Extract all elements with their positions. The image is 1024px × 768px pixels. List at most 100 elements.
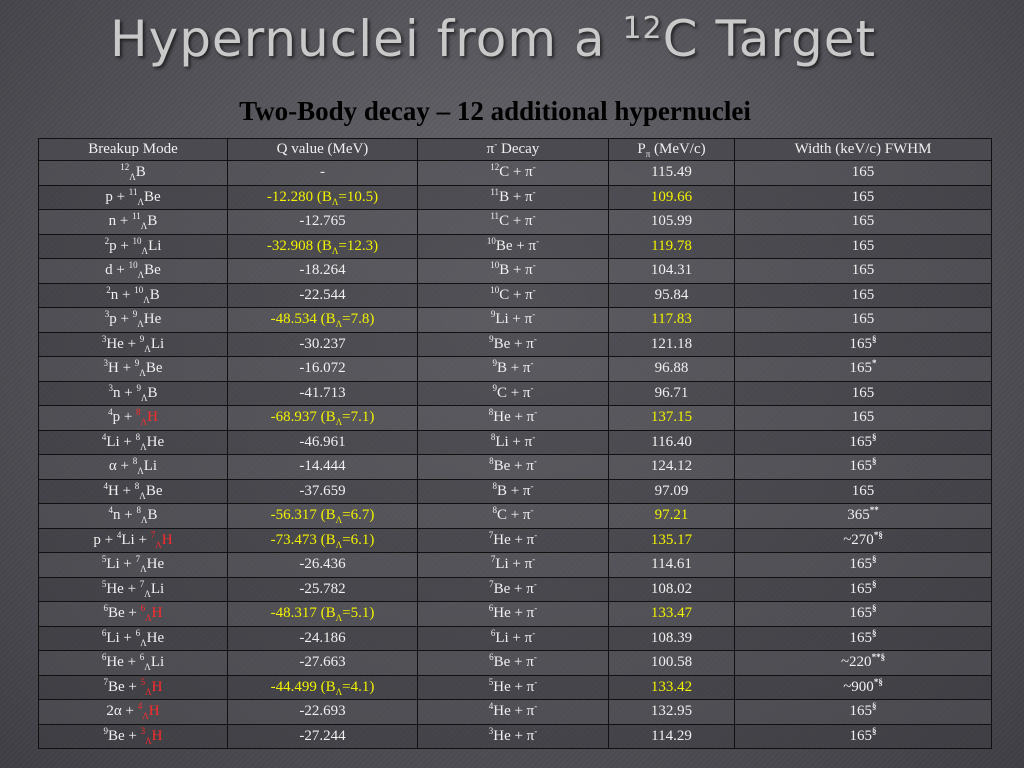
table-header-row: Breakup Mode Q value (MeV) π- Decay Pπ (… xyxy=(38,138,992,161)
cell-breakup-mode: d + 10ΛBe xyxy=(38,258,228,284)
cell-momentum: 114.29 xyxy=(608,723,735,749)
cell-momentum: 104.31 xyxy=(608,258,735,284)
title-superscript: 12 xyxy=(622,11,663,46)
cell-momentum: 108.39 xyxy=(608,625,735,651)
cell-momentum: 121.18 xyxy=(608,331,735,357)
cell-pi-decay: 8C + π- xyxy=(417,503,609,529)
cell-width: 165§ xyxy=(734,429,992,455)
cell-momentum: 105.99 xyxy=(608,209,735,235)
table-row: d + 10ΛBe -18.264 10B + π- 104.31 165 xyxy=(38,258,992,284)
cell-q-value: -30.237 xyxy=(227,331,418,357)
cell-pi-decay: 12C + π- xyxy=(417,160,609,186)
table-row: 3He + 9ΛLi -30.237 9Be + π- 121.18 165§ xyxy=(38,331,992,357)
cell-width: 165 xyxy=(734,184,992,210)
cell-q-value: -22.693 xyxy=(227,699,418,725)
cell-pi-decay: 7Be + π- xyxy=(417,576,609,602)
cell-breakup-mode: 3He + 9ΛLi xyxy=(38,331,228,357)
cell-width: 165 xyxy=(734,380,992,406)
cell-width: ~270*§ xyxy=(734,527,992,553)
table-row: 3H + 9ΛBe -16.072 9B + π- 96.88 165* xyxy=(38,356,992,382)
cell-momentum: 137.15 xyxy=(608,405,735,431)
cell-q-value: -48.317 (BΛ=5.1) xyxy=(227,601,418,627)
cell-breakup-mode: α + 8ΛLi xyxy=(38,454,228,480)
cell-momentum: 97.09 xyxy=(608,478,735,504)
cell-q-value: -12.280 (BΛ=10.5) xyxy=(227,184,418,210)
table-row: 12ΛB -12C + π- 115.49 165 xyxy=(38,160,992,186)
title-end: C Target xyxy=(662,10,877,68)
cell-breakup-mode: 9Be + 3ΛH xyxy=(38,723,228,749)
cell-q-value: -68.937 (BΛ=7.1) xyxy=(227,405,418,431)
cell-momentum: 109.66 xyxy=(608,184,735,210)
cell-momentum: 133.42 xyxy=(608,674,735,700)
cell-q-value: -18.264 xyxy=(227,258,418,284)
header-momentum: Pπ (MeV/c) xyxy=(608,138,735,161)
table-row: n + 11ΛB -12.765 11C + π- 105.99 165 xyxy=(38,209,992,235)
header-width: Width (keV/c) FWHM xyxy=(734,138,992,161)
cell-pi-decay: 8B + π- xyxy=(417,478,609,504)
cell-momentum: 124.12 xyxy=(608,454,735,480)
cell-pi-decay: 11C + π- xyxy=(417,209,609,235)
cell-q-value: -46.961 xyxy=(227,429,418,455)
cell-breakup-mode: 4H + 8ΛBe xyxy=(38,478,228,504)
cell-breakup-mode: 3n + 9ΛB xyxy=(38,380,228,406)
cell-width: 165 xyxy=(734,282,992,308)
cell-breakup-mode: 4p + 8ΛH xyxy=(38,405,228,431)
cell-momentum: 96.71 xyxy=(608,380,735,406)
cell-pi-decay: 8Li + π- xyxy=(417,429,609,455)
cell-width: ~900*§ xyxy=(734,674,992,700)
cell-width: 165 xyxy=(734,405,992,431)
cell-breakup-mode: 5He + 7ΛLi xyxy=(38,576,228,602)
cell-breakup-mode: 12ΛB xyxy=(38,160,228,186)
cell-breakup-mode: 4n + 8ΛB xyxy=(38,503,228,529)
cell-width: 165§ xyxy=(734,625,992,651)
cell-q-value: -32.908 (BΛ=12.3) xyxy=(227,233,418,259)
cell-width: 165* xyxy=(734,356,992,382)
table-row: 2n + 10ΛB -22.544 10C + π- 95.84 165 xyxy=(38,282,992,308)
cell-q-value: -73.473 (BΛ=6.1) xyxy=(227,527,418,553)
cell-width: 165 xyxy=(734,209,992,235)
header-breakup-mode: Breakup Mode xyxy=(38,138,228,161)
cell-q-value: -16.072 xyxy=(227,356,418,382)
cell-breakup-mode: 2p + 10ΛLi xyxy=(38,233,228,259)
table-row: p + 11ΛBe -12.280 (BΛ=10.5) 11B + π- 109.66… xyxy=(38,184,992,210)
table-row: 2p + 10ΛLi -32.908 (BΛ=12.3) 10Be + π- 119.… xyxy=(38,233,992,259)
cell-momentum: 100.58 xyxy=(608,650,735,676)
cell-width: 165 xyxy=(734,233,992,259)
table-row: 2α + 4ΛH -22.693 4He + π- 132.95 165§ xyxy=(38,699,992,725)
cell-breakup-mode: 3H + 9ΛBe xyxy=(38,356,228,382)
cell-breakup-mode: 7Be + 5ΛH xyxy=(38,674,228,700)
cell-pi-decay: 4He + π- xyxy=(417,699,609,725)
table-row: α + 8ΛLi -14.444 8Be + π- 124.12 165§ xyxy=(38,454,992,480)
cell-q-value: -25.782 xyxy=(227,576,418,602)
header-q-value: Q value (MeV) xyxy=(227,138,418,161)
table-row: p + 4Li + 7ΛH -73.473 (BΛ=6.1) 7He + π- 135… xyxy=(38,527,992,553)
table-row: 6He + 6ΛLi -27.663 6Be + π- 100.58 ~220**§ xyxy=(38,650,992,676)
cell-width: 165§ xyxy=(734,454,992,480)
cell-q-value: -37.659 xyxy=(227,478,418,504)
cell-width: 165 xyxy=(734,307,992,333)
cell-momentum: 97.21 xyxy=(608,503,735,529)
cell-q-value: -12.765 xyxy=(227,209,418,235)
cell-pi-decay: 8He + π- xyxy=(417,405,609,431)
cell-momentum: 96.88 xyxy=(608,356,735,382)
cell-pi-decay: 10C + π- xyxy=(417,282,609,308)
cell-q-value: -56.317 (BΛ=6.7) xyxy=(227,503,418,529)
cell-breakup-mode: n + 11ΛB xyxy=(38,209,228,235)
cell-breakup-mode: 2n + 10ΛB xyxy=(38,282,228,308)
cell-pi-decay: 6Be + π- xyxy=(417,650,609,676)
header-pi-decay: π- Decay xyxy=(417,138,609,161)
cell-momentum: 133.47 xyxy=(608,601,735,627)
cell-q-value: -26.436 xyxy=(227,552,418,578)
cell-q-value: -48.534 (BΛ=7.8) xyxy=(227,307,418,333)
cell-q-value: -14.444 xyxy=(227,454,418,480)
table-row: 3n + 9ΛB -41.713 9C + π- 96.71 165 xyxy=(38,380,992,406)
title-main: Hypernuclei from a xyxy=(110,10,623,68)
cell-q-value: -27.663 xyxy=(227,650,418,676)
cell-q-value: - xyxy=(227,160,418,186)
cell-momentum: 116.40 xyxy=(608,429,735,455)
cell-q-value: -41.713 xyxy=(227,380,418,406)
table-row: 4p + 8ΛH -68.937 (BΛ=7.1) 8He + π- 137.15 16… xyxy=(38,405,992,431)
cell-q-value: -22.544 xyxy=(227,282,418,308)
table-row: 6Li + 6ΛHe -24.186 6Li + π- 108.39 165§ xyxy=(38,625,992,651)
cell-pi-decay: 8Be + π- xyxy=(417,454,609,480)
